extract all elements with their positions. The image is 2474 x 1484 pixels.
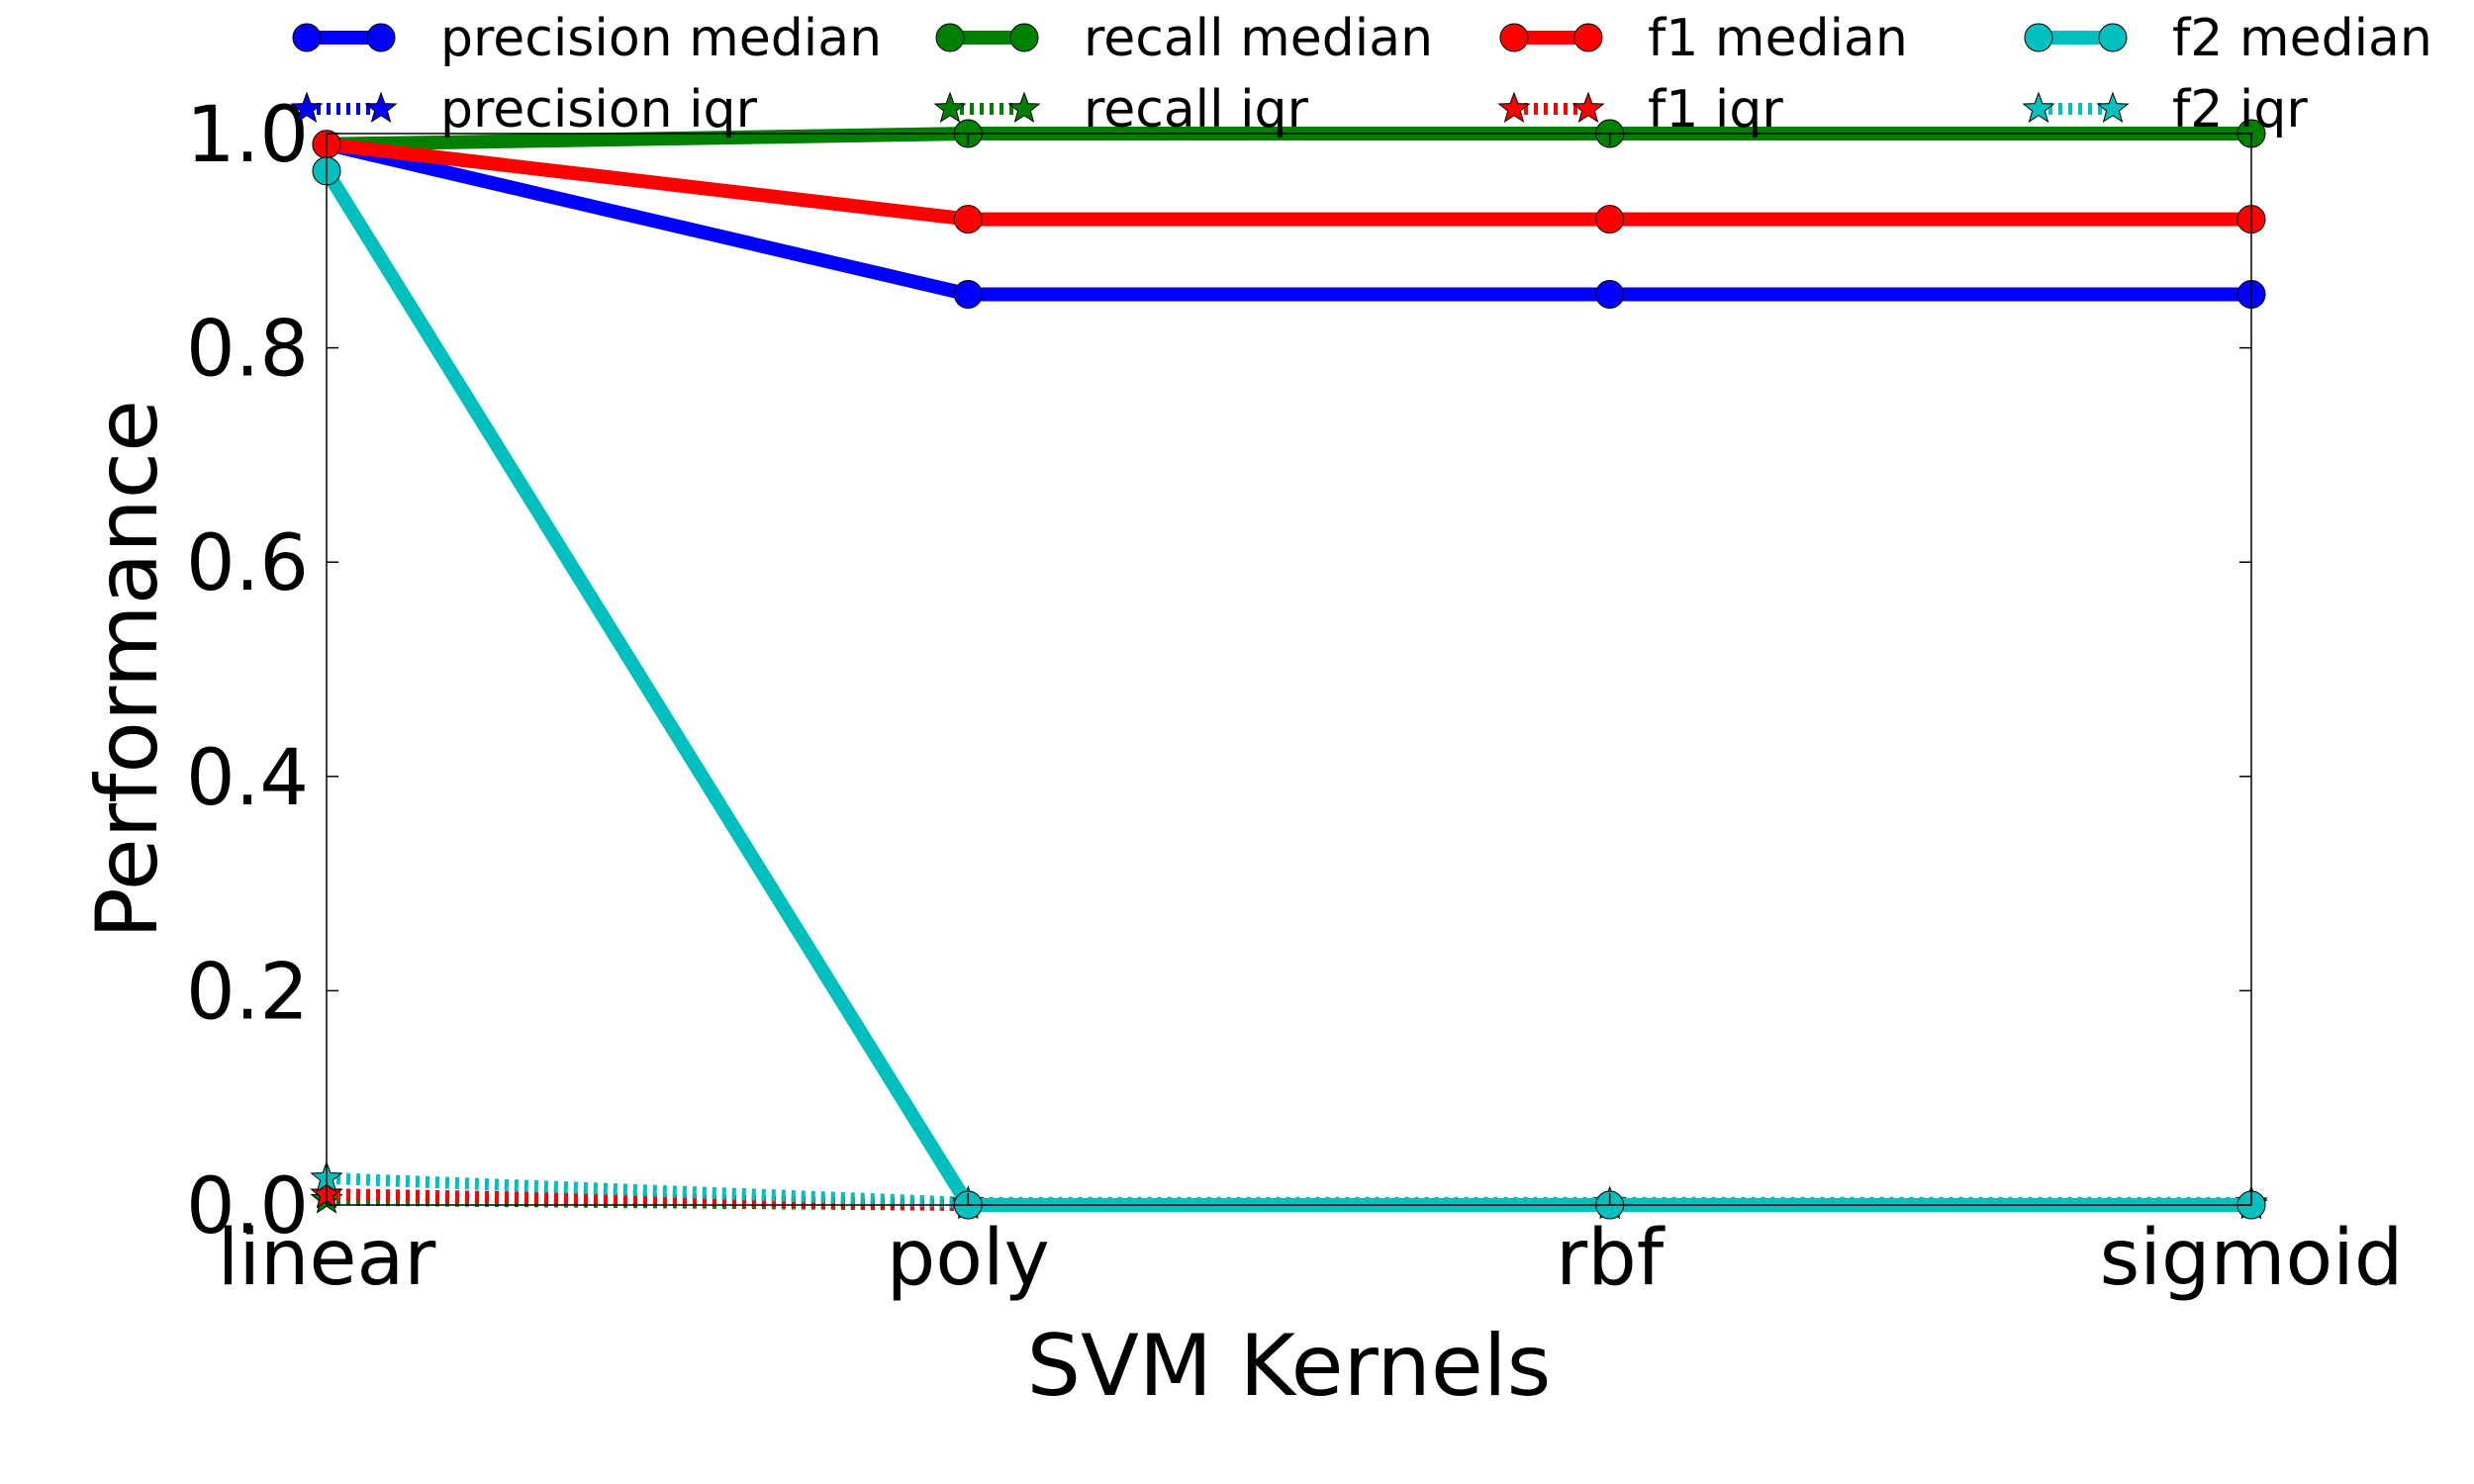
point-f1-median-rbf	[1595, 205, 1625, 234]
legend-marker	[933, 91, 967, 124]
x-tick-label: rbf	[1556, 1214, 1665, 1303]
y-tick-label: 0.4	[186, 734, 309, 823]
legend-marker	[290, 91, 324, 124]
legend-item-recall-iqr: recall iqr	[933, 80, 1309, 139]
legend-item-f2-iqr: f2 iqr	[2022, 80, 2308, 139]
y-tick-label: 1.0	[186, 91, 309, 180]
legend-marker	[2098, 23, 2128, 52]
legend-marker	[364, 91, 398, 124]
legend-marker	[1571, 91, 1605, 124]
legend-label: recall median	[1084, 9, 1433, 68]
legend-label: precision iqr	[440, 80, 758, 139]
point-precision-median-poly	[953, 279, 983, 309]
y-tick-label: 0.6	[186, 519, 309, 608]
legend-label: f2 iqr	[2172, 80, 2308, 139]
point-precision-median-rbf	[1595, 279, 1625, 309]
series-line-f2-median	[321, 167, 2251, 1212]
legend-marker	[366, 23, 396, 52]
legend-marker	[2096, 91, 2130, 124]
y-axis-label: Performance	[78, 400, 177, 939]
plot-frame	[326, 133, 2252, 1206]
series-line-f1-median	[326, 137, 2251, 227]
legend-marker	[2022, 91, 2055, 124]
legend-label: f1 median	[1648, 9, 1908, 68]
legend-label: precision median	[440, 9, 882, 68]
legend-marker	[1499, 23, 1529, 52]
legend-marker	[2024, 23, 2053, 52]
legend-marker	[1007, 91, 1041, 124]
series-line-precision-median	[325, 137, 2251, 302]
legend-marker	[1573, 23, 1603, 52]
legend-label: f1 iqr	[1648, 80, 1783, 139]
legend-marker	[292, 23, 322, 52]
y-tick-label: 0.0	[186, 1162, 309, 1252]
legend-item-recall-median: recall median	[935, 9, 1433, 68]
point-f1-median-poly	[953, 205, 983, 234]
x-axis-label: SVM Kernels	[1027, 1317, 1552, 1416]
x-tick-label: linear	[218, 1214, 437, 1303]
plot-area	[310, 119, 2268, 1220]
legend-marker	[1009, 23, 1039, 52]
series-f2-median	[312, 156, 2266, 1220]
legend-item-f2-median: f2 median	[2024, 9, 2432, 68]
x-tick-label: poly	[887, 1214, 1050, 1303]
legend: precision median recall median f1 median f2…	[290, 9, 2432, 139]
legend-item-precision-median: precision median	[292, 9, 882, 68]
legend-item-precision-iqr: precision iqr	[290, 80, 758, 139]
axes: 0.0 0.2 0.4 0.6 0.8 1.0 linear poly rbf sigmoid	[186, 91, 2403, 1303]
y-tick-label: 0.2	[186, 948, 309, 1037]
legend-item-f1-median: f1 median	[1499, 9, 1908, 68]
legend-label: recall iqr	[1084, 80, 1309, 139]
legend-marker	[1497, 91, 1531, 124]
legend-item-f1-iqr: f1 iqr	[1497, 80, 1783, 139]
legend-label: f2 median	[2172, 9, 2432, 68]
x-tick-label: sigmoid	[2100, 1214, 2404, 1303]
y-tick-label: 0.8	[186, 306, 309, 395]
legend-marker	[935, 23, 965, 52]
